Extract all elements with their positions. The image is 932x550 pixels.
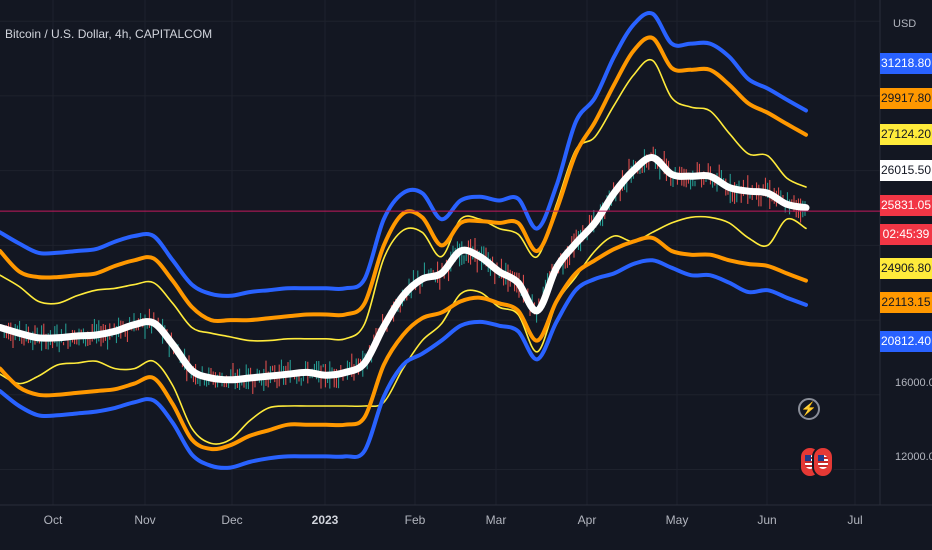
- x-tick-label: Oct: [43, 513, 63, 527]
- y-tick-label: 12000.00: [895, 451, 932, 463]
- price-badge-yellow-lower: 24906.80: [880, 258, 932, 279]
- price-badge-yellow-upper: 27124.20: [880, 124, 932, 145]
- x-tick-label: Jul: [847, 513, 863, 527]
- price-badge-orange-lower: 22113.15: [880, 292, 932, 313]
- band-series: [0, 11, 810, 470]
- price-badge-basis: 26015.50: [880, 160, 932, 181]
- lower-band-1: [0, 215, 807, 445]
- upper-band-3: [0, 11, 808, 298]
- x-tick-label: Dec: [221, 513, 243, 527]
- lower-band-2: [0, 235, 808, 452]
- us-flag-icon[interactable]: [812, 446, 834, 478]
- y-tick-label: 16000.00: [895, 377, 932, 389]
- symbol-title[interactable]: Bitcoin / U.S. Dollar, 4h, CAPITALCOM: [5, 27, 213, 41]
- x-tick-label: Feb: [404, 513, 426, 527]
- x-tick-label: 2023: [311, 513, 339, 527]
- candles: [1, 146, 806, 394]
- x-tick-label: Mar: [485, 513, 507, 527]
- upper-band-1: [0, 58, 807, 342]
- price-badge-last: 25831.05: [880, 195, 932, 216]
- x-tick-label: Apr: [577, 513, 597, 527]
- price-badge-blue-lower: 20812.40: [880, 331, 932, 352]
- price-badge-orange-upper: 29917.80: [880, 88, 932, 109]
- upper-band-2: [0, 35, 808, 324]
- lower-band-3: [0, 258, 808, 470]
- x-tick-label: Jun: [757, 513, 777, 527]
- x-tick-label: Nov: [134, 513, 156, 527]
- x-tick-label: May: [665, 513, 689, 527]
- bar-countdown-badge: 02:45:39: [880, 224, 932, 245]
- lightning-icon[interactable]: ⚡: [798, 398, 820, 420]
- price-badge-blue-upper: 31218.80: [880, 53, 932, 74]
- currency-label: USD: [893, 18, 917, 30]
- basis-line: [0, 154, 810, 384]
